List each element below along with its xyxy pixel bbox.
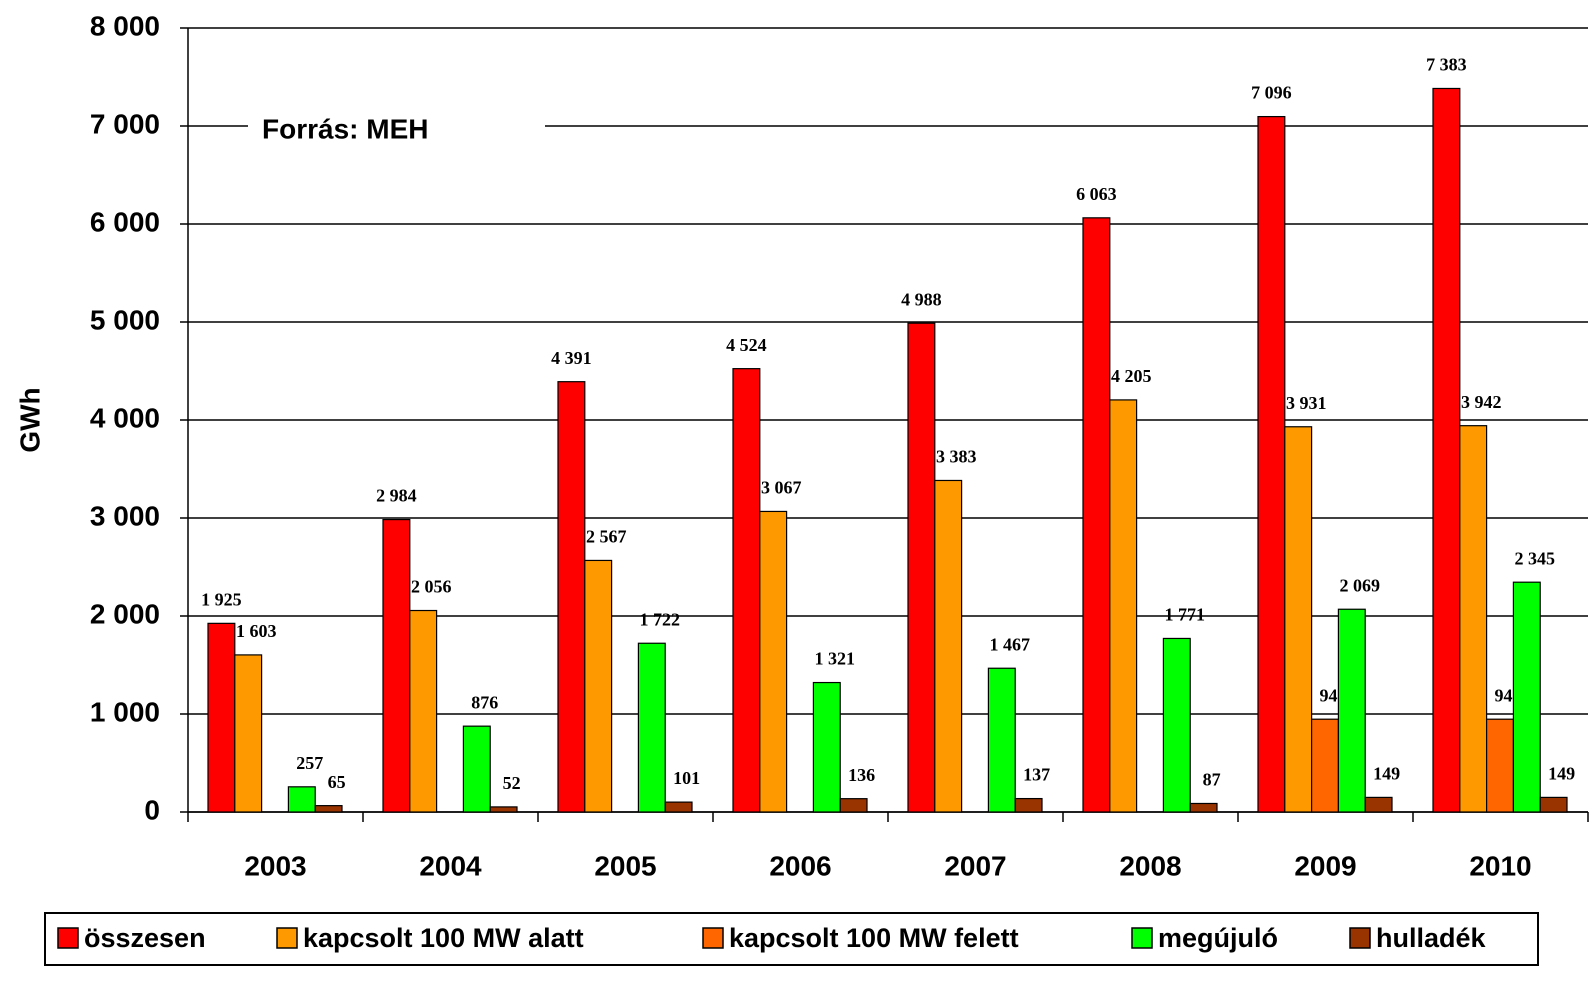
bar [1257,115,1286,813]
bar [812,681,841,813]
bar [382,518,411,813]
x-tick-label: 2003 [244,850,306,881]
legend-label: kapcsolt 100 MW alatt [303,923,584,953]
data-label: 6 063 [1076,184,1117,204]
bar [1284,426,1313,813]
data-label: 1 925 [201,589,242,609]
y-tick-label: 5 000 [90,304,160,335]
data-label: 3 067 [761,478,802,498]
annotation: Forrás: MEH [262,113,428,144]
bar [584,559,613,813]
bar [1539,796,1568,813]
bar [1109,399,1138,813]
bar [409,609,438,813]
data-label: 149 [1548,764,1575,784]
data-label: 4 524 [726,335,767,355]
data-label: 2 984 [376,486,417,506]
data-label: 101 [673,768,700,788]
data-label: 52 [503,773,521,793]
data-label: 136 [848,765,875,785]
y-axis-label: GWh [14,387,45,452]
legend-swatch [1131,927,1153,949]
annotation-bg [248,108,545,152]
bar [287,786,316,813]
data-label: 2 069 [1340,575,1381,595]
bar [1310,718,1339,813]
x-tick-label: 2004 [419,850,482,881]
y-tick-label: 1 000 [90,696,160,727]
y-tick-label: 6 000 [90,206,160,237]
y-tick-label: 4 000 [90,402,160,433]
legend-label: összesen [84,923,206,953]
data-label: 3 942 [1461,392,1502,412]
legend-label: hulladék [1376,923,1487,953]
data-label: 7 096 [1251,83,1292,103]
bar [1485,718,1514,813]
bar [664,801,693,813]
legend-label: kapcsolt 100 MW felett [729,923,1019,953]
data-label: 1 771 [1165,605,1206,625]
data-label: 1 603 [236,621,277,641]
x-tick-label: 2007 [944,850,1006,881]
y-tick-label: 3 000 [90,500,160,531]
bar [759,510,788,813]
x-tick-label: 2005 [594,850,656,881]
bar [907,322,936,813]
data-label: 1 467 [990,634,1031,654]
x-tick-label: 2009 [1294,850,1356,881]
bar [557,381,586,813]
bar [637,642,666,813]
legend-swatch [57,927,79,949]
y-tick-label: 2 000 [90,598,160,629]
data-label: 257 [296,753,323,773]
data-label: 4 391 [551,348,592,368]
bar [314,805,343,813]
bar [207,622,236,813]
data-label: 2 567 [586,527,627,547]
data-label: 4 205 [1111,366,1152,386]
bar [839,798,868,813]
bar [1082,217,1111,813]
data-label: 1 722 [640,609,681,629]
bar [462,725,491,813]
legend-swatch [1349,927,1371,949]
data-label: 1 321 [815,649,856,669]
data-label: 7 383 [1426,55,1467,75]
bar [1162,637,1191,813]
bar [1459,425,1488,813]
bar [987,667,1016,813]
bar [489,806,518,813]
legend-swatch [276,927,298,949]
y-tick-label: 8 000 [90,10,160,41]
bar [1364,796,1393,813]
data-label: 3 931 [1286,393,1327,413]
data-label: 137 [1023,765,1050,785]
bar [732,368,761,813]
legend-swatch [702,927,724,949]
bar [1014,797,1043,813]
data-label: 149 [1373,764,1400,784]
bar [1432,87,1461,813]
data-label: 4 988 [901,289,942,309]
bar [1189,802,1218,813]
legend-label: megújuló [1158,923,1278,953]
x-tick-label: 2010 [1469,850,1531,881]
y-tick-label: 7 000 [90,108,160,139]
y-tick-label: 0 [144,794,160,825]
data-label: 876 [471,692,498,712]
data-label: 2 056 [411,577,452,597]
data-label: 87 [1203,770,1221,790]
bar [1512,581,1541,813]
data-label: 3 383 [936,447,977,467]
bar [934,479,963,813]
x-tick-label: 2008 [1119,850,1181,881]
data-label: 2 345 [1515,548,1556,568]
bar [1337,608,1366,813]
data-label: 65 [328,772,346,792]
x-tick-label: 2006 [769,850,831,881]
bar [234,654,263,813]
